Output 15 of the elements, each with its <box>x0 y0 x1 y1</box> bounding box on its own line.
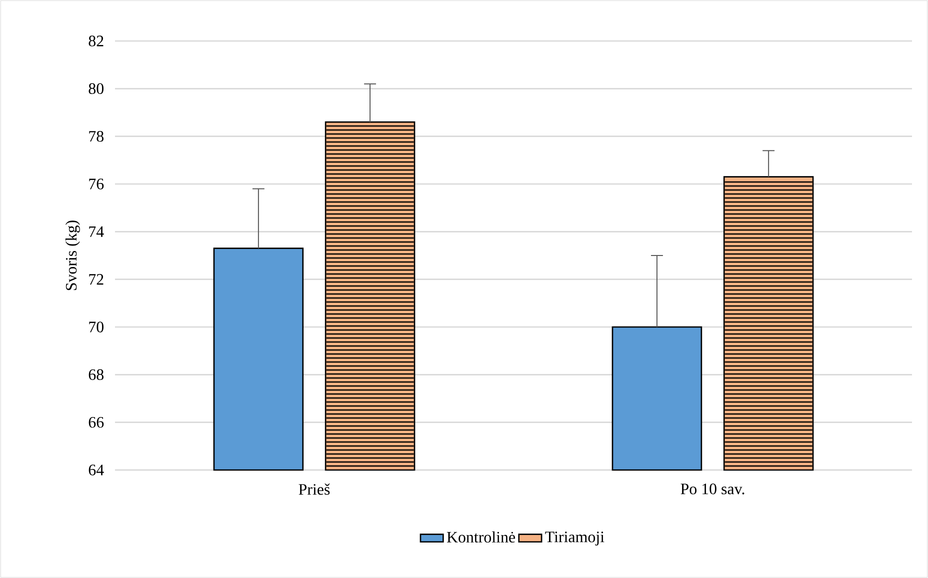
y-tick-label: 74 <box>89 226 104 237</box>
x-tick-label: Prieš <box>298 484 330 495</box>
y-tick-label: 66 <box>88 416 104 428</box>
x-tick-label: Po 10 sav. <box>680 484 744 494</box>
y-tick-label: 64 <box>88 464 104 476</box>
legend-label: Tiriamoji <box>545 532 604 546</box>
legend-label: Kontrolinė <box>446 531 516 543</box>
y-tick-label: 78 <box>89 130 104 142</box>
y-tick-label: 70 <box>89 322 104 332</box>
y-tick-label: 82 <box>88 36 104 46</box>
y-tick-label: 68 <box>88 369 104 380</box>
y-tick-label: 72 <box>89 274 104 285</box>
y-tick-label: 80 <box>88 83 104 94</box>
y-axis-title: Svoris (kg) <box>65 220 80 290</box>
y-tick-label: 76 <box>89 178 104 190</box>
